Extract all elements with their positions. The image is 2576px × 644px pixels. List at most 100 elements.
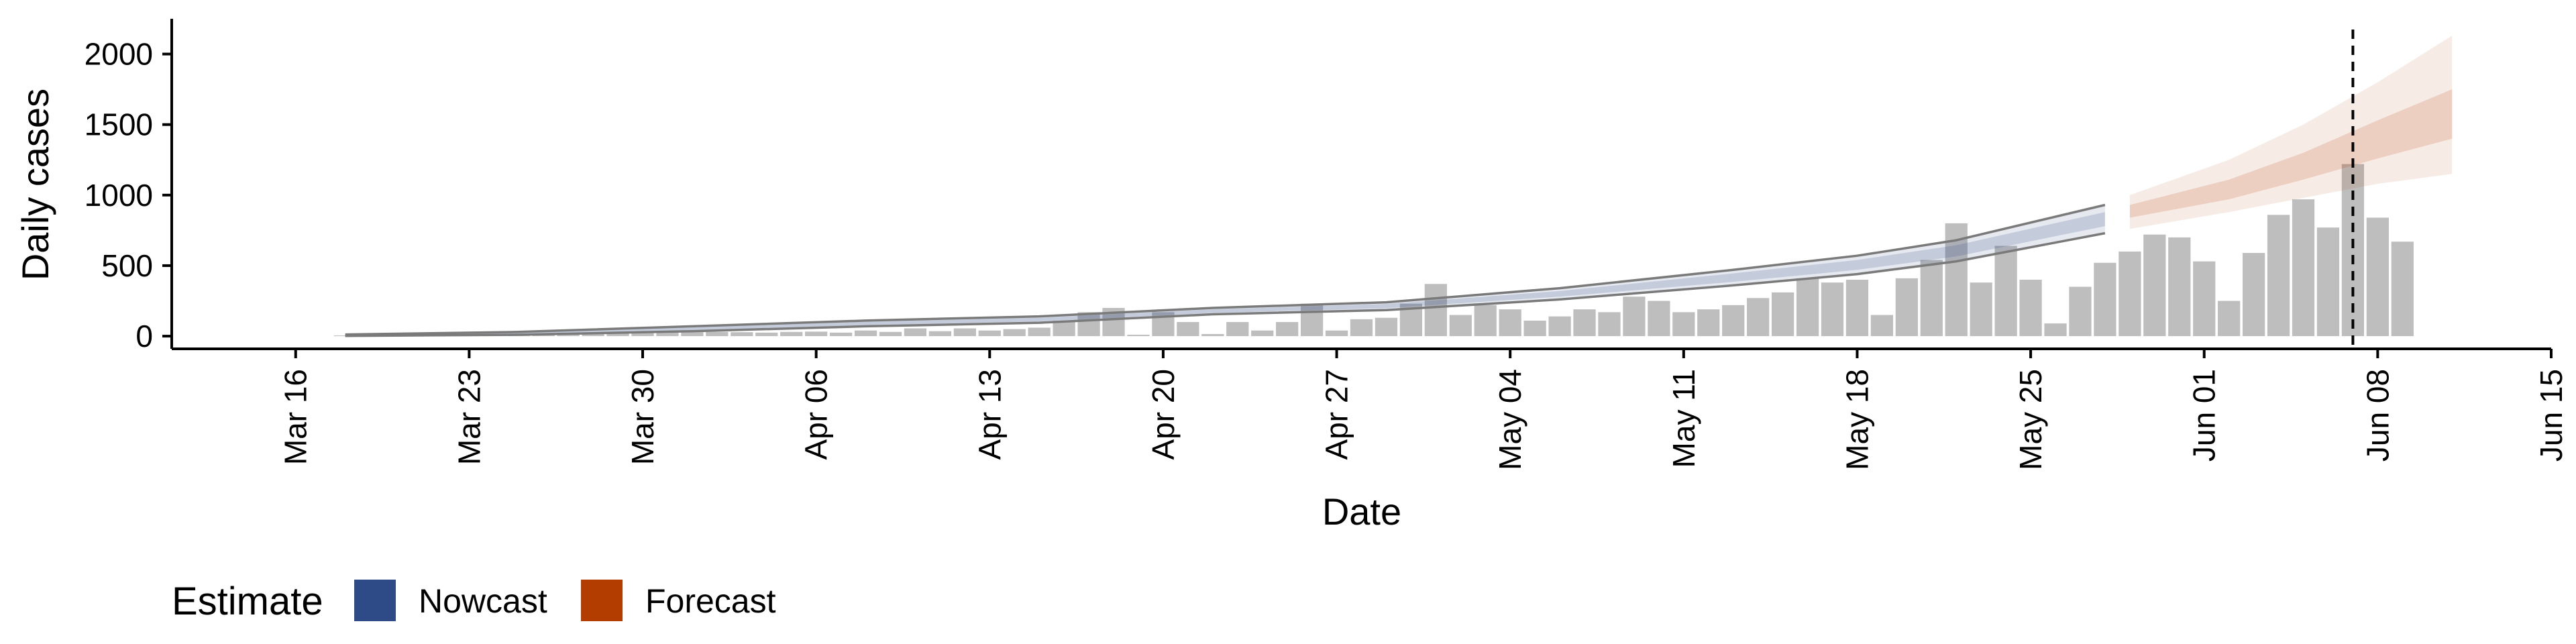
bar bbox=[2366, 217, 2389, 337]
bar bbox=[2193, 261, 2216, 337]
x-tick-label: Apr 13 bbox=[972, 369, 1007, 460]
bar bbox=[1970, 282, 1992, 337]
y-tick-label: 0 bbox=[136, 319, 153, 354]
bar bbox=[2094, 262, 2116, 337]
legend-title: Estimate bbox=[172, 580, 323, 623]
bar bbox=[1300, 303, 1324, 337]
bar bbox=[1350, 319, 1373, 337]
forecast-outer-band bbox=[2129, 36, 2453, 229]
bar bbox=[2267, 215, 2290, 337]
bar bbox=[656, 332, 679, 337]
bar bbox=[1499, 309, 1521, 337]
bar bbox=[1474, 305, 1497, 337]
x-tick-label: May 04 bbox=[1493, 369, 1527, 470]
bar bbox=[780, 331, 803, 337]
bar bbox=[1994, 246, 2017, 337]
bar bbox=[879, 331, 902, 337]
bar bbox=[2391, 241, 2414, 337]
bar bbox=[755, 332, 778, 337]
bar bbox=[1226, 322, 1249, 337]
nowcast-lower-line bbox=[345, 231, 2106, 337]
bar bbox=[2243, 253, 2265, 337]
x-tick-label: May 25 bbox=[2013, 369, 2048, 470]
bar bbox=[1077, 312, 1100, 337]
bar bbox=[2292, 199, 2315, 337]
bar bbox=[1053, 320, 1075, 337]
bar bbox=[1127, 334, 1150, 337]
bar bbox=[706, 331, 729, 337]
bar bbox=[1672, 312, 1695, 337]
x-tick-label: Mar 23 bbox=[451, 369, 486, 465]
bar bbox=[2218, 301, 2241, 337]
bar bbox=[1920, 260, 1943, 337]
bar bbox=[1697, 309, 1720, 337]
bar bbox=[1276, 322, 1299, 337]
y-axis-title: Daily cases bbox=[14, 89, 56, 280]
x-tick-label: Jun 15 bbox=[2534, 369, 2569, 462]
bar bbox=[1028, 327, 1051, 337]
legend-label: Nowcast bbox=[419, 582, 547, 620]
bar bbox=[2168, 237, 2191, 337]
legend-label: Forecast bbox=[645, 582, 776, 620]
bar bbox=[978, 330, 1001, 337]
bar bbox=[1722, 305, 1745, 337]
legend: Estimate Nowcast Forecast bbox=[172, 580, 776, 623]
bar bbox=[731, 332, 753, 337]
bar bbox=[1325, 330, 1348, 337]
nowcast-inner-band bbox=[345, 212, 2105, 336]
x-tick-label: May 11 bbox=[1666, 369, 1701, 468]
bar bbox=[681, 332, 704, 337]
bar bbox=[1821, 282, 1844, 337]
bar bbox=[1623, 297, 1646, 337]
bar bbox=[1845, 279, 1869, 337]
y-tick-label: 1000 bbox=[85, 178, 153, 213]
bar bbox=[1449, 315, 1472, 337]
bar bbox=[1771, 292, 1794, 337]
y-tick-label: 2000 bbox=[85, 37, 153, 72]
bar bbox=[1375, 317, 1398, 337]
estimate-bands bbox=[345, 36, 2453, 337]
x-tick-label: Jun 08 bbox=[2360, 369, 2395, 462]
bar bbox=[1201, 333, 1224, 337]
bar bbox=[582, 333, 604, 337]
bar bbox=[1747, 298, 1770, 337]
bar bbox=[928, 331, 952, 337]
bar bbox=[953, 328, 976, 337]
bar bbox=[1251, 330, 1274, 337]
nowcast-upper-line bbox=[345, 203, 2106, 336]
bar bbox=[829, 332, 853, 337]
nowcast-outer-band bbox=[345, 205, 2105, 336]
y-tick-label: 500 bbox=[101, 248, 153, 283]
bar bbox=[1796, 278, 1819, 337]
x-tick-label: Jun 01 bbox=[2187, 369, 2222, 462]
x-tick-label: Mar 16 bbox=[278, 369, 313, 465]
bar bbox=[805, 331, 828, 337]
bar bbox=[1870, 315, 1894, 337]
bar bbox=[1548, 316, 1571, 337]
bar bbox=[631, 333, 654, 337]
x-tick-label: Apr 27 bbox=[1320, 369, 1354, 460]
axes: 0 500 1000 1500 2000 Mar 16 Mar 23 Mar 30 Apr 06… bbox=[85, 19, 2569, 470]
bar bbox=[1598, 312, 1621, 337]
bar bbox=[854, 330, 877, 337]
x-axis-title: Date bbox=[1322, 490, 1401, 533]
bar-series bbox=[334, 164, 2414, 337]
forecast-inner-band bbox=[2129, 89, 2453, 218]
bar bbox=[2118, 251, 2141, 337]
x-tick-label: Apr 06 bbox=[799, 369, 834, 460]
bar bbox=[1003, 329, 1026, 337]
bar bbox=[606, 333, 629, 337]
y-tick-label: 1500 bbox=[85, 107, 153, 142]
bar bbox=[1523, 320, 1546, 337]
bar bbox=[2143, 234, 2166, 337]
bar bbox=[2316, 227, 2340, 337]
legend-key bbox=[581, 580, 623, 621]
bar bbox=[1895, 278, 1918, 337]
bar bbox=[2044, 323, 2067, 337]
bar bbox=[1177, 322, 1199, 337]
legend-key bbox=[354, 580, 396, 621]
bar bbox=[904, 328, 927, 337]
bar bbox=[1573, 309, 1596, 337]
x-tick-label: May 18 bbox=[1840, 369, 1875, 470]
